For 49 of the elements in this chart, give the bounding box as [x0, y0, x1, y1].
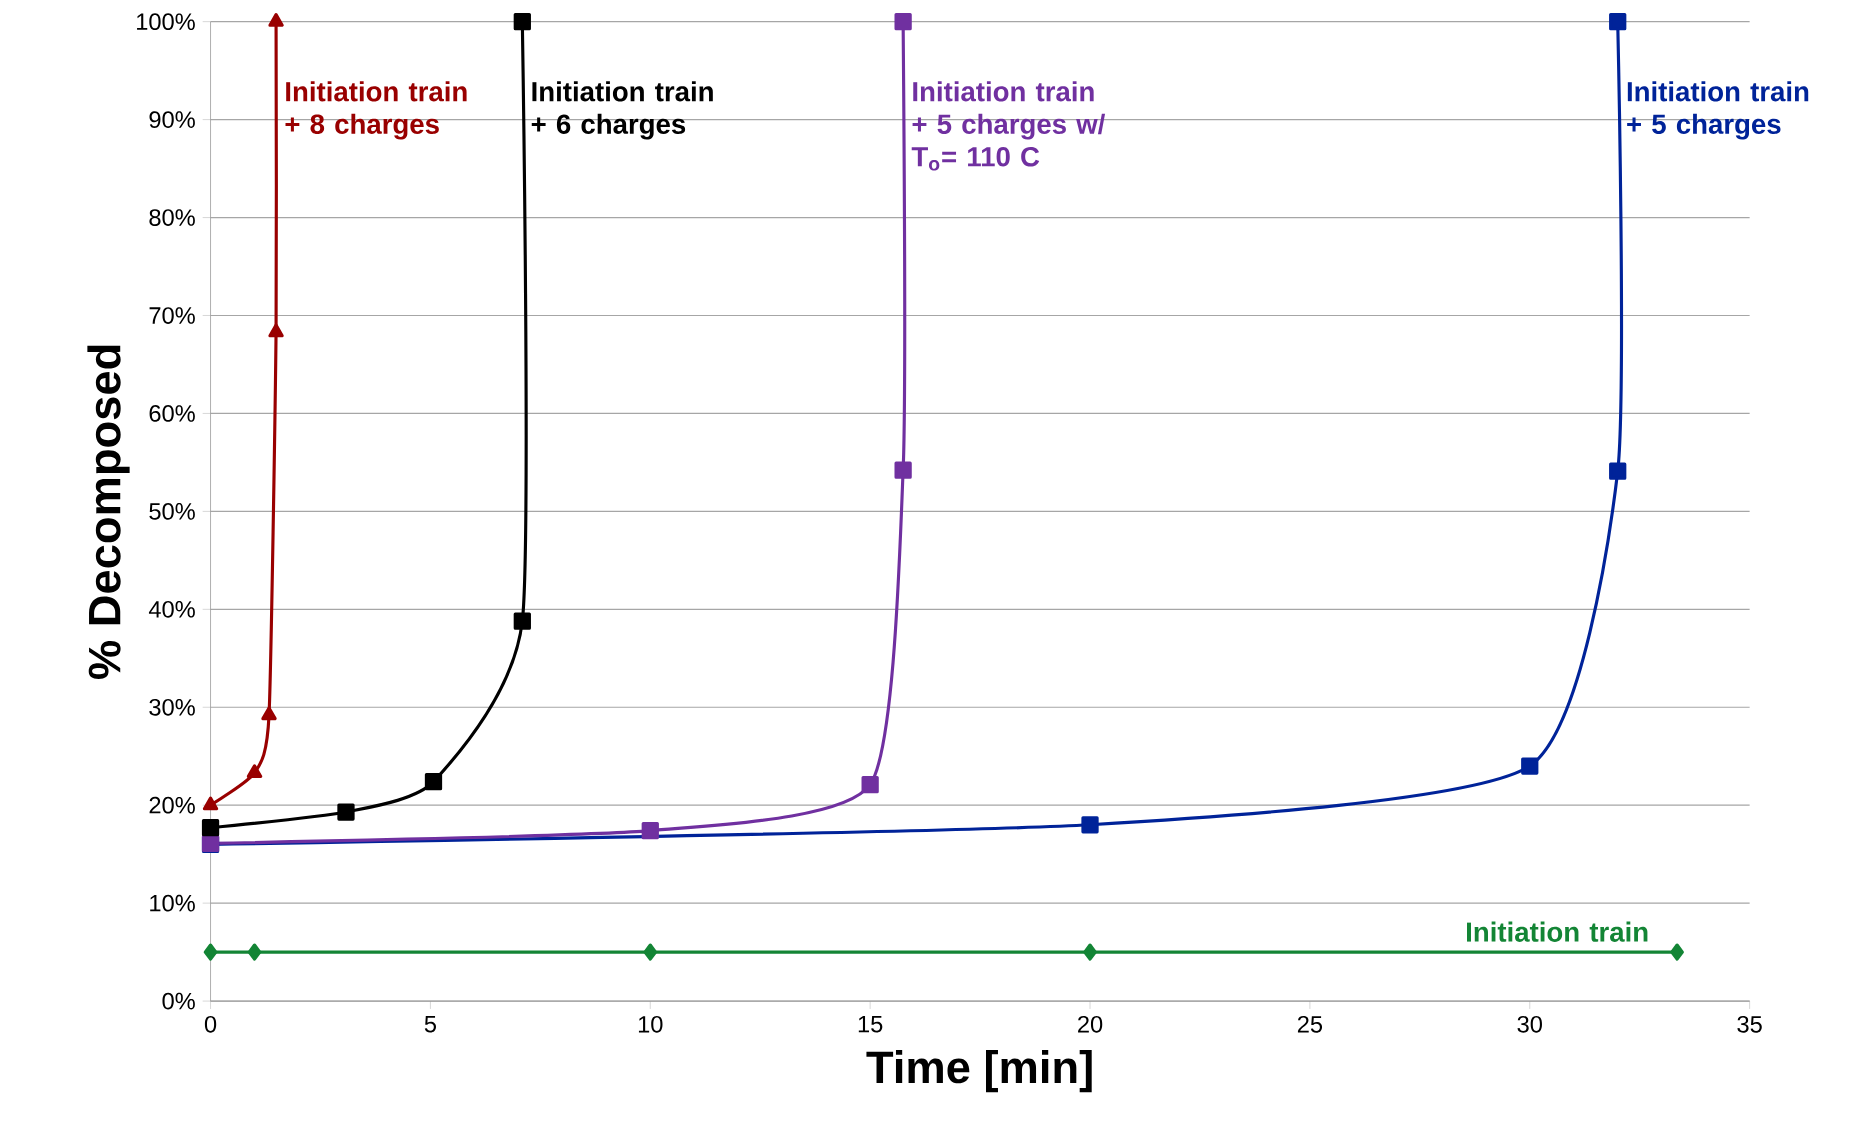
x-tick-label: 0 — [204, 1015, 217, 1033]
y-tick-label: 70% — [149, 307, 195, 324]
x-tick-label: 15 — [858, 1015, 883, 1033]
x-axis-title: Time [min] — [866, 1049, 1092, 1093]
series-label: Initiation train + 5 charges w/ T$_{o}$= 110 C — [911, 81, 1106, 171]
x-tick-label: 5 — [424, 1015, 436, 1033]
point — [643, 943, 658, 961]
x-tick-label: 10 — [638, 1015, 663, 1033]
y-tick-label: 80% — [149, 209, 195, 226]
point — [1083, 943, 1097, 961]
y-tick-label: 40% — [148, 600, 195, 618]
point — [203, 943, 218, 961]
point — [513, 612, 531, 630]
point — [1081, 816, 1099, 834]
point — [246, 764, 263, 778]
point — [513, 12, 531, 31]
point — [1670, 943, 1684, 961]
point — [861, 775, 879, 794]
y-tick-label: 30% — [149, 698, 195, 716]
point — [201, 818, 220, 837]
y-axis-title: % Decomposed — [87, 345, 130, 679]
point — [424, 772, 443, 791]
y-tick-label: 100% — [137, 13, 195, 30]
y-tick-label: 90% — [149, 111, 195, 128]
point — [1609, 12, 1627, 31]
point — [1521, 757, 1539, 775]
point — [894, 461, 912, 479]
point — [247, 943, 262, 961]
point — [641, 821, 659, 840]
y-tick-label: 60% — [149, 404, 195, 422]
x-tick-label: 35 — [1737, 1015, 1762, 1033]
series-label: Initiation train + 6 charges — [531, 81, 713, 140]
series-label: Initiation train + 8 charges — [285, 81, 467, 140]
y-tick-label: 10% — [150, 894, 195, 912]
y-tick-label: 0% — [162, 992, 195, 1010]
x-tick-label: 25 — [1297, 1015, 1323, 1033]
x-tick-label: 30 — [1517, 1015, 1542, 1033]
y-tick-label: 50% — [149, 502, 195, 520]
x-tick-label: 20 — [1078, 1015, 1103, 1033]
point — [337, 803, 355, 821]
y-tick-label: 20% — [149, 796, 195, 814]
point — [1609, 462, 1627, 480]
point — [268, 323, 284, 338]
point — [894, 12, 912, 31]
series-label: Initiation train — [1467, 921, 1648, 942]
point — [202, 796, 219, 811]
point — [261, 706, 277, 721]
point — [268, 12, 284, 27]
series-label: Initiation train + 5 charges — [1627, 81, 1809, 140]
